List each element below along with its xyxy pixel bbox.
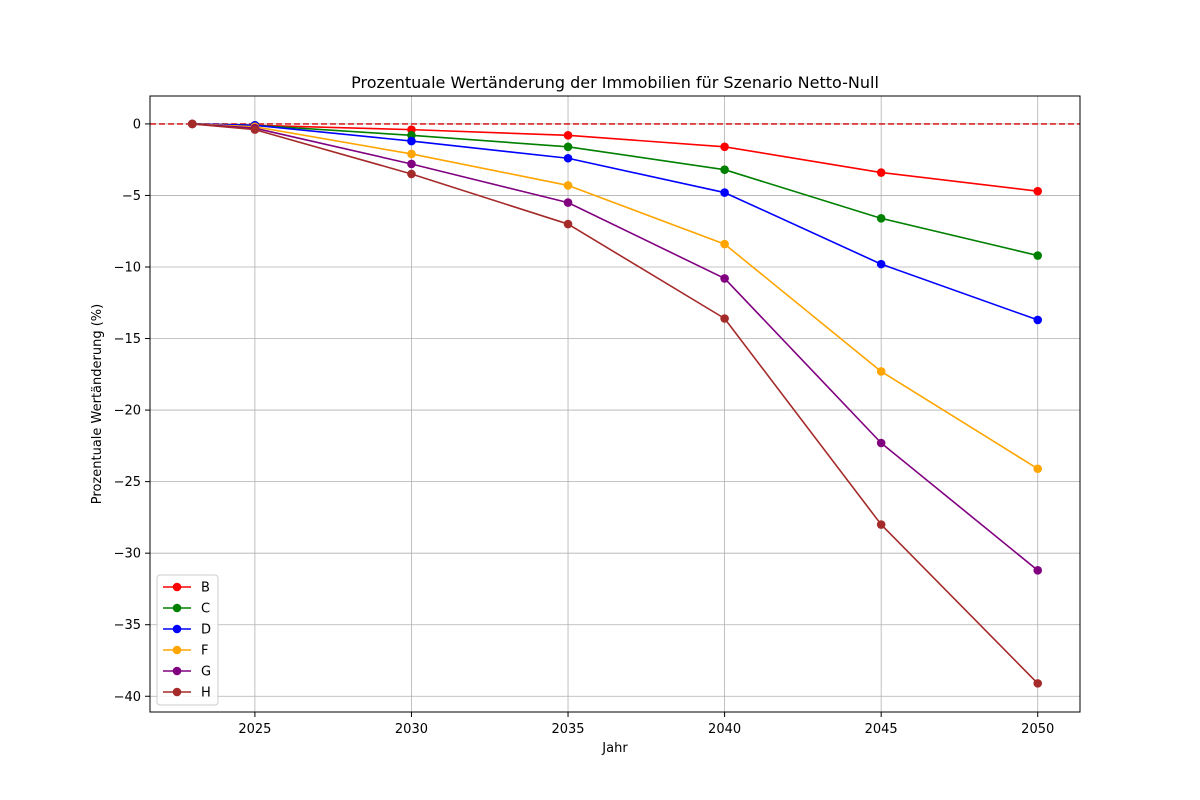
x-axis-label: Jahr	[601, 741, 628, 756]
y-tick-label: −25	[114, 475, 141, 490]
data-point-F	[720, 239, 729, 249]
y-tick-label: −40	[114, 690, 141, 705]
x-tick-label: 2025	[238, 722, 271, 737]
data-point-H	[250, 125, 260, 134]
series-H	[187, 119, 1043, 688]
data-point-H	[407, 169, 416, 179]
data-point-F	[1033, 464, 1043, 474]
legend-swatch-marker	[172, 582, 182, 592]
x-tick-label: 2035	[551, 722, 584, 737]
legend-label: G	[201, 665, 211, 680]
data-point-B	[876, 168, 886, 177]
legend-swatch-marker	[172, 687, 182, 697]
y-tick-label: −30	[114, 547, 141, 562]
data-point-D	[563, 153, 573, 163]
x-tick-label: 2050	[1021, 722, 1054, 737]
data-point-C	[876, 214, 886, 223]
y-tick-label: −5	[122, 189, 141, 204]
data-point-H	[720, 314, 729, 323]
chart-title: Prozentuale Wertänderung der Immobilien …	[351, 73, 879, 92]
data-point-D	[407, 136, 416, 146]
axis-ticks: 2025 2030 2035 2040 2045 2050 0 −5 −10 −15 −20 −25 −…	[114, 117, 1055, 737]
y-tick-label: −35	[114, 618, 141, 633]
data-point-B	[720, 142, 729, 152]
data-point-C	[720, 165, 729, 174]
data-point-H	[876, 520, 886, 529]
data-point-G	[1033, 566, 1043, 575]
y-axis-label: Prozentuale Wertänderung (%)	[90, 304, 105, 504]
data-point-G	[563, 198, 573, 207]
data-point-F	[563, 181, 573, 190]
legend-swatch-marker	[172, 645, 182, 655]
legend-swatch-marker	[172, 624, 182, 634]
legend-swatch-marker	[172, 666, 182, 676]
data-point-F	[407, 149, 416, 159]
data-point-B	[563, 131, 573, 140]
data-point-G	[407, 159, 416, 169]
legend-label: D	[201, 623, 211, 638]
data-point-C	[1033, 251, 1043, 260]
data-point-D	[720, 188, 729, 197]
data-point-D	[1033, 315, 1043, 325]
plot-frame	[149, 95, 1081, 713]
y-tick-label: −10	[114, 260, 141, 275]
data-point-H	[187, 119, 197, 129]
legend-label: F	[201, 644, 208, 659]
y-tick-label: −20	[114, 404, 141, 419]
data-point-H	[1033, 679, 1043, 688]
legend-label: B	[201, 581, 210, 596]
y-tick-label: −15	[114, 332, 141, 347]
x-tick-label: 2040	[708, 722, 741, 737]
legend-label: H	[201, 686, 211, 701]
y-tick-label: 0	[133, 117, 141, 132]
data-point-F	[876, 367, 886, 376]
x-tick-label: 2030	[395, 722, 428, 737]
x-tick-label: 2045	[865, 722, 898, 737]
data-point-H	[563, 219, 573, 229]
legend-swatch-marker	[172, 603, 182, 613]
data-point-G	[720, 274, 729, 283]
legend-label: C	[201, 602, 210, 617]
data-point-C	[563, 142, 573, 152]
series-group	[187, 119, 1043, 688]
data-point-B	[1033, 186, 1043, 196]
data-point-D	[876, 259, 886, 269]
data-point-G	[876, 438, 886, 448]
